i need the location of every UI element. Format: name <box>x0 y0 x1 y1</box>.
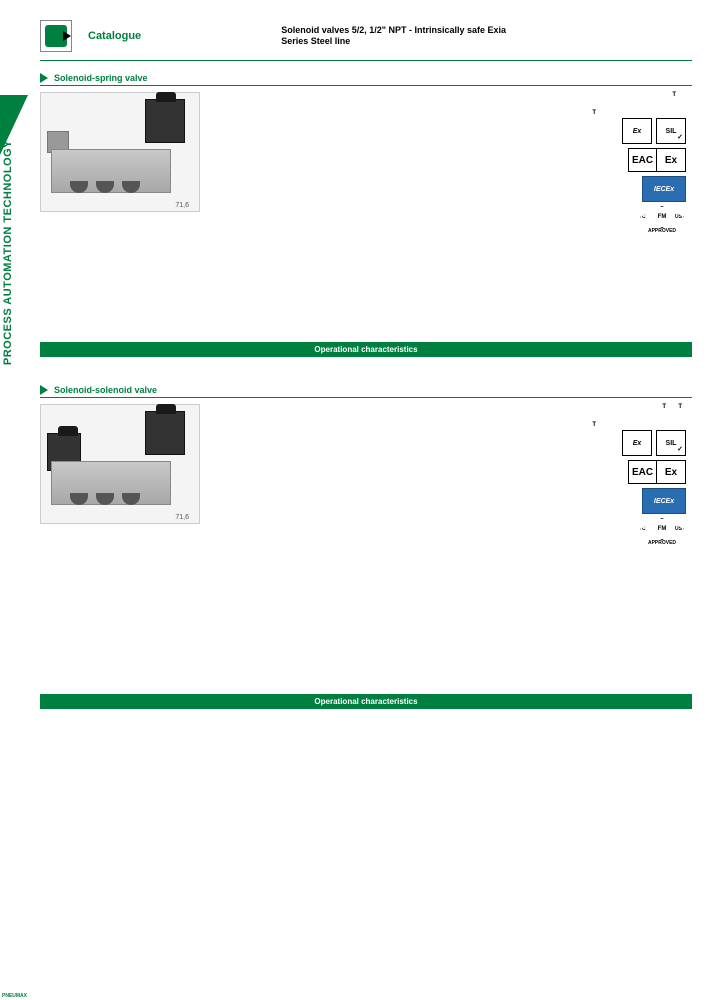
section-label: Solenoid-solenoid valve <box>54 385 157 395</box>
catalogue-label: Catalogue <box>88 30 141 42</box>
cert-sil-badge: SIL <box>656 118 686 144</box>
operational-characteristics-bar: Operational characteristics <box>40 342 692 357</box>
triangle-bullet-icon <box>40 73 48 83</box>
cert-eac-ex-badge: EAC Ex <box>629 460 686 484</box>
page-header: PNEUMAX Catalogue Solenoid valves 5/2, 1… <box>40 20 692 61</box>
dimension-label: 71,6 <box>175 202 189 209</box>
t-marker: T <box>672 92 676 98</box>
section-solenoid-valve: Solenoid-solenoid valve 71,6 T T T <box>40 385 692 524</box>
section-content: 71,6 T T T Ex SIL EAC Ex IECEx <box>40 404 692 524</box>
section-spring-valve: Solenoid-spring valve 71,6 T T Ex <box>40 73 692 212</box>
certifications: Ex SIL EAC Ex IECEx C FM US AP <box>622 430 686 546</box>
info-area: T T Ex SIL EAC Ex IECEx C FM <box>210 92 692 212</box>
page: PNEUMAX Catalogue Solenoid valves 5/2, 1… <box>0 0 707 1000</box>
cert-fm-badge: C FM US APPROVED <box>638 518 686 546</box>
product-image-spring: 71,6 <box>40 92 200 212</box>
brand-logo: PNEUMAX <box>40 20 72 52</box>
t-marker: T <box>662 404 666 410</box>
section-title-row: Solenoid-solenoid valve <box>40 385 692 395</box>
product-image-solenoid: 71,6 <box>40 404 200 524</box>
section-content: 71,6 T T Ex SIL EAC Ex IECEx <box>40 92 692 212</box>
t-marker-2: T <box>592 422 596 428</box>
triangle-bullet-icon <box>40 385 48 395</box>
operational-characteristics-bar: Operational characteristics <box>40 694 692 709</box>
cert-iecex-badge: IECEx <box>642 176 686 202</box>
dimension-label: 71,6 <box>175 514 189 521</box>
brand-name: PNEUMAX <box>2 993 27 999</box>
page-title-line2: Series Steel line <box>281 36 506 47</box>
certifications: Ex SIL EAC Ex IECEx C FM US AP <box>622 118 686 234</box>
page-title-line1: Solenoid valves 5/2, 1/2" NPT - Intrinsi… <box>281 25 506 36</box>
cert-sil-badge: SIL <box>656 430 686 456</box>
cert-fm-badge: C FM US APPROVED <box>638 206 686 234</box>
cert-eac-ex-badge: EAC Ex <box>629 148 686 172</box>
info-area: T T T Ex SIL EAC Ex IECEx C <box>210 404 692 524</box>
page-title: Solenoid valves 5/2, 1/2" NPT - Intrinsi… <box>281 25 506 47</box>
cert-iecex-badge: IECEx <box>642 488 686 514</box>
t-marker: T <box>678 404 682 410</box>
section-divider <box>40 85 692 86</box>
section-label: Solenoid-spring valve <box>54 73 148 83</box>
section-divider <box>40 397 692 398</box>
side-vertical-label: PROCESS AUTOMATION TECHNOLOGY <box>2 140 14 365</box>
section-title-row: Solenoid-spring valve <box>40 73 692 83</box>
t-marker-2: T <box>592 110 596 116</box>
cert-ex-badge: Ex <box>622 430 652 456</box>
cert-ex-badge: Ex <box>622 118 652 144</box>
